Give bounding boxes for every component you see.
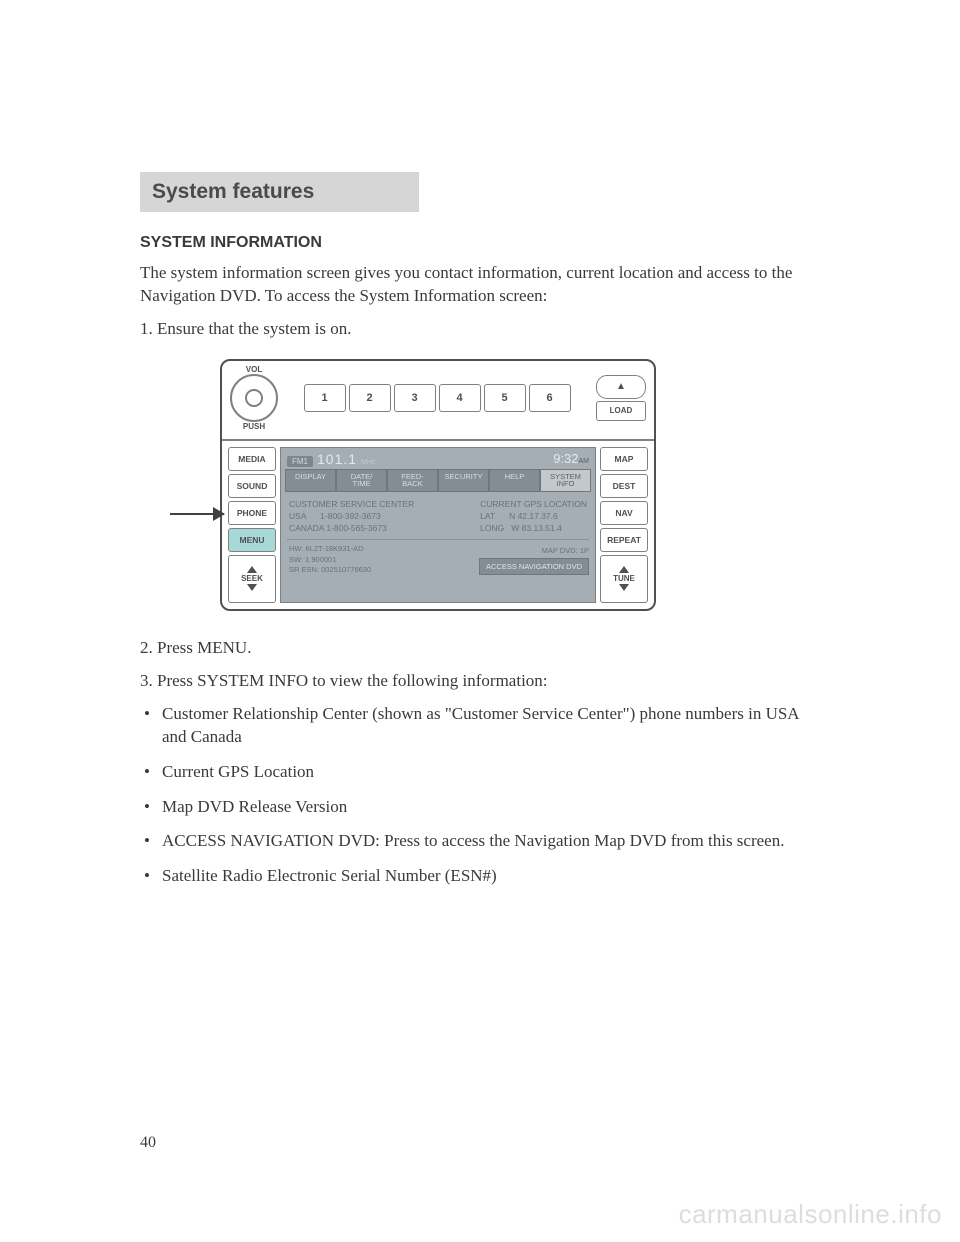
sr-esn: SR ESN: 002510776630 [289,565,371,575]
mhz-label: MHz [361,459,375,466]
tab-security[interactable]: SECURITY [438,469,489,492]
load-column: ▲ LOAD [596,375,646,421]
map-dvd-version: MAP DVD: 1P [479,546,589,555]
right-button-column: MAP DEST NAV REPEAT TUNE [600,447,648,603]
bullet-list: Customer Relationship Center (shown as "… [140,703,820,889]
screen-status-bar: FM1 101.1 MHz 9:32AM [281,448,595,467]
head-unit-diagram: VOL PUSH 1 2 3 4 5 6 ▲ LOAD [170,359,820,611]
gps-title: CURRENT GPS LOCATION [480,499,587,511]
intro-paragraph: The system information screen gives you … [140,262,820,308]
screen-info-block: CUSTOMER SERVICE CENTER USA 1-800-392-36… [281,494,595,538]
section-header-text: System features [152,180,314,203]
version-info: HW: 6L2T-18K931-AD SW: 1.900001 SR ESN: … [289,544,371,574]
heading-system-information: SYSTEM INFORMATION [140,234,820,252]
phone-button[interactable]: PHONE [228,501,276,525]
bottom-panel: MEDIA SOUND PHONE MENU SEEK FM1 101.1 [222,441,654,609]
bullet-2: Current GPS Location [140,761,820,784]
seek-up-icon [247,566,257,573]
step-3: 3. Press SYSTEM INFO to view the followi… [140,670,820,693]
tab-feedback[interactable]: FEED- BACK [387,469,438,492]
customer-service-block: CUSTOMER SERVICE CENTER USA 1-800-392-36… [289,499,414,535]
preset-6[interactable]: 6 [529,384,571,412]
screen-tab-row: DISPLAY DATE/ TIME FEED- BACK SECURITY H… [281,467,595,494]
csc-usa: USA 1-800-392-3673 [289,511,414,523]
frequency-value: 101.1 [317,451,357,467]
seek-button[interactable]: SEEK [228,555,276,603]
tab-help[interactable]: HELP [489,469,540,492]
section-header: System features [140,172,419,212]
clock-ampm: AM [579,458,590,465]
tune-down-icon [619,584,629,591]
repeat-button[interactable]: REPEAT [600,528,648,552]
tune-button[interactable]: TUNE [600,555,648,603]
gps-lat: LAT N 42.17.37.6 [480,511,587,523]
gps-lon: LONG W 83.13.51.4 [480,523,587,535]
volume-knob[interactable] [230,374,278,422]
eject-button[interactable]: ▲ [596,375,646,399]
load-button[interactable]: LOAD [596,401,646,421]
access-navigation-dvd-button[interactable]: ACCESS NAVIGATION DVD [479,558,589,575]
csc-canada: CANADA 1-800-565-3673 [289,523,414,535]
preset-2[interactable]: 2 [349,384,391,412]
clock-time: 9:32 [553,451,578,466]
hw-version: HW: 6L2T-18K931-AD [289,544,371,554]
top-panel: VOL PUSH 1 2 3 4 5 6 ▲ LOAD [222,361,654,441]
tab-display[interactable]: DISPLAY [285,469,336,492]
media-button[interactable]: MEDIA [228,447,276,471]
preset-4[interactable]: 4 [439,384,481,412]
step-1: 1. Ensure that the system is on. [140,318,820,341]
step-2: 2. Press MENU. [140,637,820,660]
bullet-1: Customer Relationship Center (shown as "… [140,703,820,749]
seek-label: SEEK [241,574,263,583]
eject-icon: ▲ [616,381,626,392]
preset-1[interactable]: 1 [304,384,346,412]
sound-button[interactable]: SOUND [228,474,276,498]
screen-bottom-block: HW: 6L2T-18K931-AD SW: 1.900001 SR ESN: … [281,542,595,579]
gps-location-block: CURRENT GPS LOCATION LAT N 42.17.37.6 LO… [480,499,587,535]
page-number: 40 [140,1134,156,1152]
tab-date-time[interactable]: DATE/ TIME [336,469,387,492]
preset-row: 1 2 3 4 5 6 [282,384,592,412]
screen-divider [287,539,589,540]
tab-system-info[interactable]: SYSTEM INFO [540,469,591,492]
push-label: PUSH [243,422,265,431]
display-screen: FM1 101.1 MHz 9:32AM DISPLAY DATE/ TIME … [280,447,596,603]
bullet-4: ACCESS NAVIGATION DVD: Press to access t… [140,830,820,853]
preset-5[interactable]: 5 [484,384,526,412]
sw-version: SW: 1.900001 [289,555,371,565]
bullet-5: Satellite Radio Electronic Serial Number… [140,865,820,888]
seek-down-icon [247,584,257,591]
csc-title: CUSTOMER SERVICE CENTER [289,499,414,511]
watermark: carmanualsonline.info [679,1199,942,1230]
bullet-3: Map DVD Release Version [140,796,820,819]
menu-button[interactable]: MENU [228,528,276,552]
vol-label: VOL [246,365,262,374]
tune-label: TUNE [613,574,635,583]
band-indicator: FM1 [287,456,313,467]
head-unit: VOL PUSH 1 2 3 4 5 6 ▲ LOAD [220,359,656,611]
pointer-arrow [170,513,224,515]
tune-up-icon [619,566,629,573]
nav-button[interactable]: NAV [600,501,648,525]
preset-3[interactable]: 3 [394,384,436,412]
left-button-column: MEDIA SOUND PHONE MENU SEEK [228,447,276,603]
dest-button[interactable]: DEST [600,474,648,498]
volume-column: VOL PUSH [230,365,278,431]
map-button[interactable]: MAP [600,447,648,471]
